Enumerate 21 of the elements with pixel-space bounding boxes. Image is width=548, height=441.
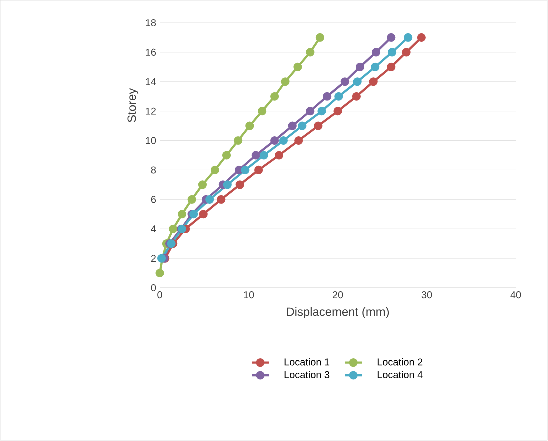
x-tick-label: 40 [510, 292, 522, 299]
y-tick-label: 14 [146, 78, 156, 86]
legend-label: Location 1 [284, 358, 330, 366]
y-tick-label: 12 [146, 108, 156, 115]
y-tick-label: 4 [151, 226, 156, 233]
x-tick-label: 10 [244, 292, 254, 299]
legend-label: Location 2 [378, 358, 423, 366]
x-tick-label: 30 [422, 292, 432, 299]
y-tick-label: 16 [146, 48, 156, 56]
y-axis-title: Storey [128, 88, 139, 122]
x-tick-label: 20 [332, 292, 344, 299]
y-tick-label: 8 [151, 166, 156, 174]
y-tick-label: 18 [146, 19, 156, 27]
y-tick-label: 10 [146, 137, 156, 144]
x-tick-label: 0 [158, 292, 162, 299]
y-tick-label: 0 [151, 284, 156, 292]
y-tick-label: 6 [151, 196, 156, 204]
y-tick-label: 2 [151, 255, 156, 262]
legend-label: Location 4 [378, 371, 423, 378]
x-axis-title: Displacement (mm) [287, 307, 390, 319]
legend-label: Location 3 [284, 371, 330, 378]
